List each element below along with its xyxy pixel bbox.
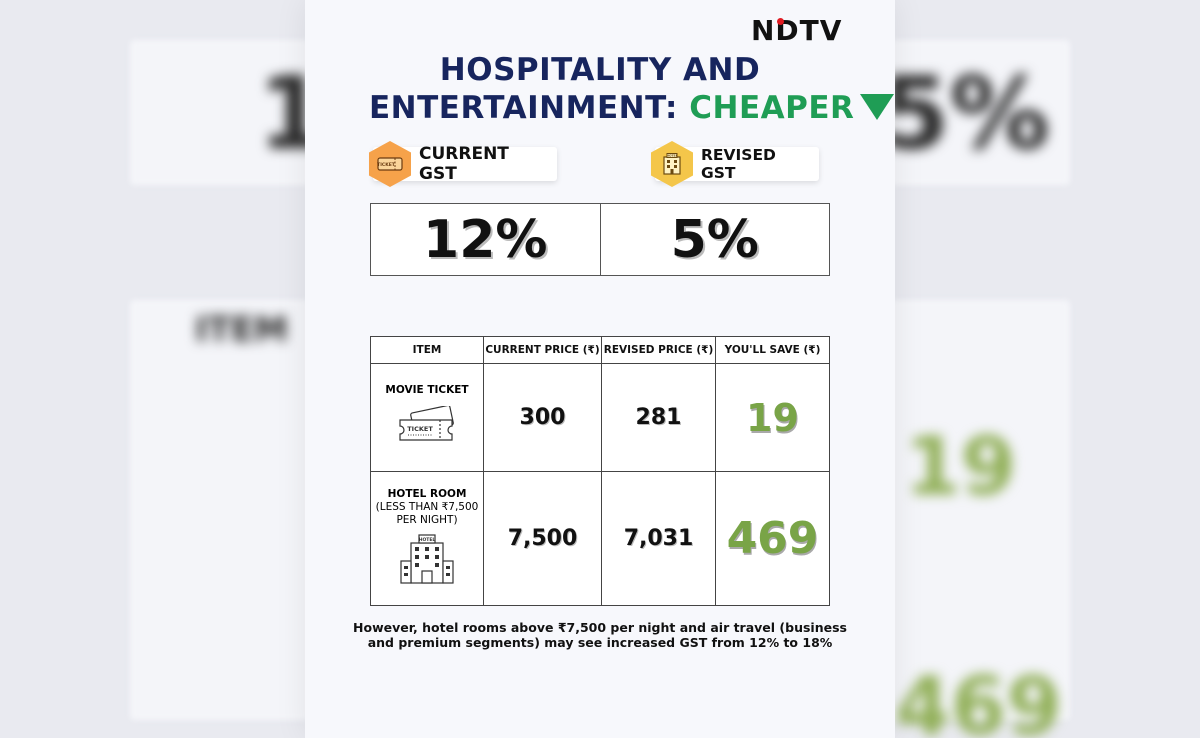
headline-line-2: ENTERTAINMENT: CHEAPER — [369, 90, 895, 126]
gst-rate-box: 12% 5% — [370, 203, 830, 276]
item-cell: MOVIE TICKET TICKET — [370, 363, 484, 472]
header-revised-price: REVISED PRICE (₹) — [601, 336, 716, 364]
item-label: MOVIE TICKET — [385, 384, 469, 396]
bg-panel — [890, 300, 1070, 720]
infographic-card: NDTV HOSPITALITY AND ENTERTAINMENT: CHEA… — [305, 0, 895, 738]
item-cell: HOTEL ROOM (LESS THAN ₹7,500 PER NIGHT) — [370, 471, 484, 606]
savings-value: 469 — [715, 471, 830, 606]
bg-echo-save: 19 — [905, 420, 1017, 513]
item-label-main: HOTEL ROOM — [387, 487, 467, 500]
table-row: MOVIE TICKET TICKET 300 — [370, 363, 830, 472]
footnote: However, hotel rooms above ₹7,500 per ni… — [353, 620, 847, 650]
current-price: 300 — [483, 363, 602, 472]
savings-value: 19 — [715, 363, 830, 472]
headline-prefix: ENTERTAINMENT: — [369, 90, 690, 126]
bg-echo-save: 469 — [895, 660, 1062, 738]
bg-panel — [890, 40, 1070, 185]
current-gst-label: TICKET CURRENT GST — [369, 141, 557, 187]
headline-line-1: HOSPITALITY AND — [439, 52, 761, 88]
hotel-icon: HOTEL — [651, 141, 693, 187]
revised-gst-label: HOTEL REVISED GST — [651, 141, 819, 187]
price-comparison-table: ITEM CURRENT PRICE (₹) REVISED PRICE (₹)… — [370, 336, 830, 606]
ticket-icon: TICKET — [371, 404, 483, 451]
item-label-sub: (LESS THAN ₹7,500 PER NIGHT) — [375, 500, 479, 526]
hotel-icon-text: HOTEL — [419, 537, 436, 543]
bg-echo-rate: 5% — [880, 55, 1050, 172]
bg-panel — [130, 40, 310, 185]
item-label: HOTEL ROOM (LESS THAN ₹7,500 PER NIGHT) — [371, 488, 483, 527]
logo-red-dot — [777, 18, 784, 25]
ticket-icon-text: TICKET — [377, 162, 396, 168]
current-gst-value: 12% — [423, 209, 548, 270]
table-row: HOTEL ROOM (LESS THAN ₹7,500 PER NIGHT) — [370, 471, 830, 606]
ticket-icon-text: TICKET — [407, 425, 433, 433]
down-arrow-icon — [860, 94, 895, 120]
revised-price: 7,031 — [601, 471, 716, 606]
hotel-building-icon: HOTEL — [371, 533, 483, 590]
ticket-icon: TICKET — [369, 141, 411, 187]
hotel-icon-text: HOTEL — [666, 154, 677, 158]
header-current-price: CURRENT PRICE (₹) — [483, 336, 602, 364]
header-item: ITEM — [370, 336, 484, 364]
ndtv-logo: NDTV — [751, 14, 843, 47]
current-gst-text: CURRENT GST — [419, 144, 509, 184]
bg-echo-header: ITEM — [195, 310, 288, 350]
bg-panel — [130, 300, 310, 720]
headline-highlight: CHEAPER — [689, 90, 855, 126]
revised-gst-text: REVISED GST — [701, 146, 776, 182]
revised-gst-value: 5% — [599, 204, 830, 275]
revised-price: 281 — [601, 363, 716, 472]
table-header-row: ITEM CURRENT PRICE (₹) REVISED PRICE (₹)… — [370, 336, 830, 364]
current-price: 7,500 — [483, 471, 602, 606]
header-you-save: YOU'LL SAVE (₹) — [715, 336, 830, 364]
